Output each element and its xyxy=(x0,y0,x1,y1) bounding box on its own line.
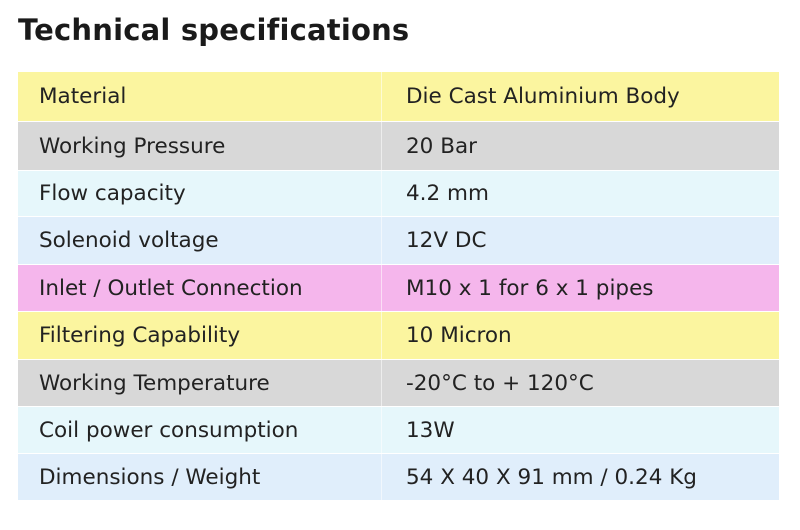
spec-label: Working Temperature xyxy=(39,370,270,396)
column-divider xyxy=(381,360,382,406)
spec-label: Material xyxy=(39,84,127,109)
spec-label: Inlet / Outlet Connection xyxy=(39,275,303,301)
spec-row-working-temperature: Working Temperature -20°C to + 120°C xyxy=(18,360,779,407)
page-title: Technical specifications xyxy=(18,13,410,47)
spec-row-working-pressure: Working Pressure 20 Bar xyxy=(18,122,779,171)
spec-row-flow-capacity: Flow capacity 4.2 mm xyxy=(18,171,779,217)
column-divider xyxy=(381,265,382,311)
spec-label: Flow capacity xyxy=(39,181,186,206)
spec-row-filtering: Filtering Capability 10 Micron xyxy=(18,312,779,360)
spec-value: Die Cast Aluminium Body xyxy=(406,84,680,109)
column-divider xyxy=(381,217,382,264)
spec-value: 20 Bar xyxy=(406,133,477,159)
spec-row-dimensions-weight: Dimensions / Weight 54 X 40 X 91 mm / 0.… xyxy=(18,454,779,501)
column-divider xyxy=(381,407,382,453)
spec-table: Material Die Cast Aluminium Body Working… xyxy=(18,72,779,501)
spec-row-coil-power: Coil power consumption 13W xyxy=(18,407,779,454)
spec-row-inlet-outlet: Inlet / Outlet Connection M10 x 1 for 6 … xyxy=(18,265,779,312)
spec-row-material: Material Die Cast Aluminium Body xyxy=(18,72,779,122)
spec-value: 12V DC xyxy=(406,228,487,253)
spec-label: Solenoid voltage xyxy=(39,228,219,253)
spec-label: Dimensions / Weight xyxy=(39,464,261,490)
spec-label: Working Pressure xyxy=(39,133,226,159)
spec-label: Coil power consumption xyxy=(39,417,299,443)
spec-value: 54 X 40 X 91 mm / 0.24 Kg xyxy=(406,464,697,490)
column-divider xyxy=(381,454,382,500)
spec-row-solenoid-voltage: Solenoid voltage 12V DC xyxy=(18,217,779,265)
spec-value: 4.2 mm xyxy=(406,181,489,206)
spec-label: Filtering Capability xyxy=(39,323,241,348)
spec-value: 13W xyxy=(406,417,455,443)
spec-value: 10 Micron xyxy=(406,323,512,348)
column-divider xyxy=(381,171,382,216)
spec-value: M10 x 1 for 6 x 1 pipes xyxy=(406,275,654,301)
spec-value: -20°C to + 120°C xyxy=(406,370,594,396)
column-divider xyxy=(381,72,382,121)
column-divider xyxy=(381,122,382,170)
column-divider xyxy=(381,312,382,359)
